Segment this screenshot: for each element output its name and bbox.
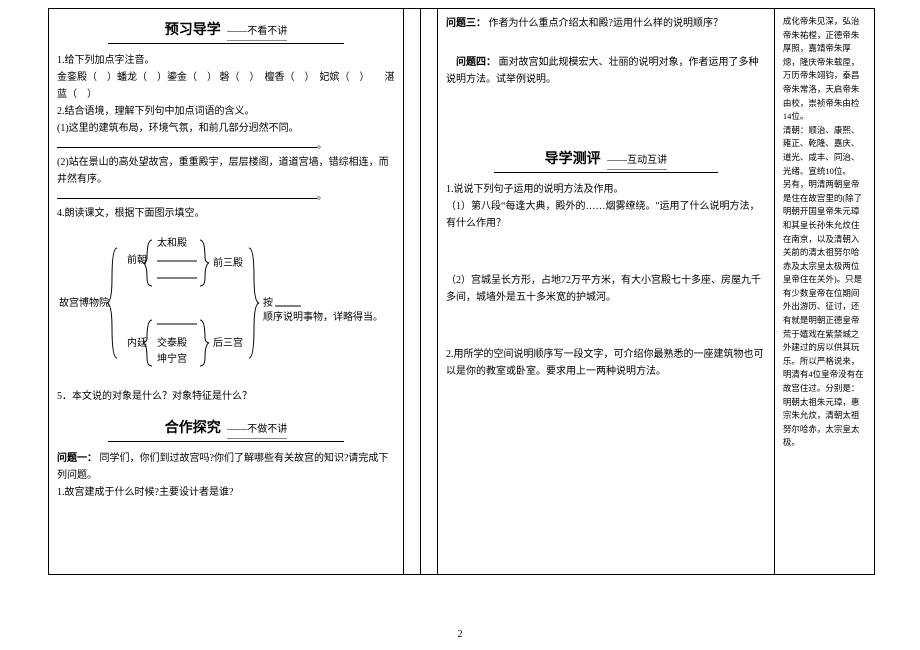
diagram-top-item: 太和殿 (157, 236, 187, 249)
diagram-right-a: 按 (263, 296, 273, 309)
item-1: 1.给下列加点字注音。 (57, 52, 395, 69)
diagram-top-group: 前三殿 (213, 256, 243, 269)
section-header-coop: 合作探究 ——不做不讲 (57, 417, 395, 442)
item-1-words: 金銮殿（ ）蟠龙（ ）鎏金（ ） 磬（ ） 檀香（ ） 妃嫔（ ） 湛蓝（ ） (57, 69, 395, 103)
diagram-right-b: 顺序说明事物，详略得当。 (263, 310, 383, 323)
question-1-text: 同学们，你们到过故宫吗?你们了解哪些有关故宫的知识?请完成下列问题。 (57, 453, 388, 481)
brace-icon (200, 320, 209, 366)
item-2-1: (1)这里的建筑布局，环境气氛，和前几部分迥然不同。 (57, 120, 395, 137)
header-preview-title: 预习导学 (165, 19, 221, 43)
assess-1-2: （2）宫城呈长方形，占地72万平方米，有大小宫殿七十多座、房屋九千多间，城墙外是… (446, 272, 766, 306)
header-assess-title: 导学测评 (545, 148, 601, 172)
page-number: 2 (0, 629, 920, 640)
item-2: 2.结合语境，理解下列句中加点词语的含义。 (57, 103, 395, 120)
question-3-label: 问题三： (446, 18, 486, 29)
sidebar-notes: 成化帝朱见深，弘治帝朱祐樘，正德帝朱厚照，嘉靖帝朱厚熜，隆庆帝朱载垕，万历帝朱翊… (775, 9, 874, 574)
assess-2: 2.用所学的空间说明顺序写一段文字，可介绍你最熟悉的一座建筑物也可以是你的教室或… (446, 346, 766, 380)
brace-icon (143, 240, 152, 286)
diagram-svg: 故宫博物院 前朝 太和殿 前三殿 内廷 交泰殿 坤宁宫 (57, 228, 397, 378)
section-header-assess: 导学测评 ——互动互讲 (446, 148, 766, 173)
sidebar-text: 成化帝朱见深，弘治帝朱祐樘，正德帝朱厚照，嘉靖帝朱厚熜，隆庆帝朱载垕，万历帝朱翊… (783, 15, 866, 450)
answer-blank[interactable] (57, 137, 317, 148)
column-right: 问题三： 作者为什么重点介绍太和殿?运用什么样的说明顺序？ 问题四： 面对故宫如… (438, 9, 775, 574)
bracket-diagram: 故宫博物院 前朝 太和殿 前三殿 内廷 交泰殿 坤宁宫 (57, 228, 395, 378)
question-1-label: 问题一： (57, 453, 97, 464)
assess-1: 1.说说下列句子运用的说明方法及作用。 (446, 181, 766, 198)
gutter-a (404, 9, 421, 574)
column-left: 预习导学 ——不看不讲 1.给下列加点字注音。 金銮殿（ ）蟠龙（ ）鎏金（ ）… (49, 9, 404, 574)
diagram-bot-item2: 坤宁宫 (157, 352, 187, 365)
question-1: 问题一： 同学们，你们到过故宫吗?你们了解哪些有关故宫的知识?请完成下列问题。 (57, 450, 395, 484)
question-3: 问题三： 作者为什么重点介绍太和殿?运用什么样的说明顺序？ (446, 15, 766, 32)
question-3-text: 作者为什么重点介绍太和殿?运用什么样的说明顺序？ (489, 18, 723, 29)
question-1-sub1: 1.故宫建成于什么时候?主要设计者是谁? (57, 484, 395, 501)
brace-icon (143, 320, 152, 366)
diagram-bot-group: 后三宫 (213, 336, 243, 349)
question-4-label: 问题四： (456, 57, 496, 68)
assess-1-1: （1）第八段“每逢大典，殿外的……烟雾缭绕。"运用了什么说明方法，有什么作用？ (446, 198, 766, 232)
item-4: 4.朗读课文，根据下面图示填空。 (57, 205, 395, 222)
item-2-2: (2)站在景山的高处望故宫，重重殿宇，层层楼阁，道道宫墙，错综相连，而井然有序。 (57, 154, 395, 188)
header-preview-sub: ——不看不讲 (227, 23, 287, 41)
gutter-b (421, 9, 438, 574)
header-coop-sub: ——不做不讲 (227, 421, 287, 439)
diagram-bot-item1: 交泰殿 (157, 336, 187, 349)
answer-blank[interactable] (57, 188, 317, 199)
worksheet-frame: 预习导学 ——不看不讲 1.给下列加点字注音。 金銮殿（ ）蟠龙（ ）鎏金（ ）… (48, 8, 875, 575)
brace-icon (200, 240, 209, 286)
question-4: 问题四： 面对故宫如此规模宏大、壮丽的说明对象，作者运用了多种说明方法。试举例说… (446, 54, 766, 88)
section-header-preview: 预习导学 ——不看不讲 (57, 19, 395, 44)
header-assess-sub: ——互动互讲 (607, 152, 667, 170)
diagram-root: 故宫博物院 (59, 296, 109, 309)
header-coop-title: 合作探究 (165, 417, 221, 441)
item-5: 5．本文说的对象是什么？对象特征是什么？ (57, 388, 395, 405)
brace-icon (249, 248, 259, 358)
